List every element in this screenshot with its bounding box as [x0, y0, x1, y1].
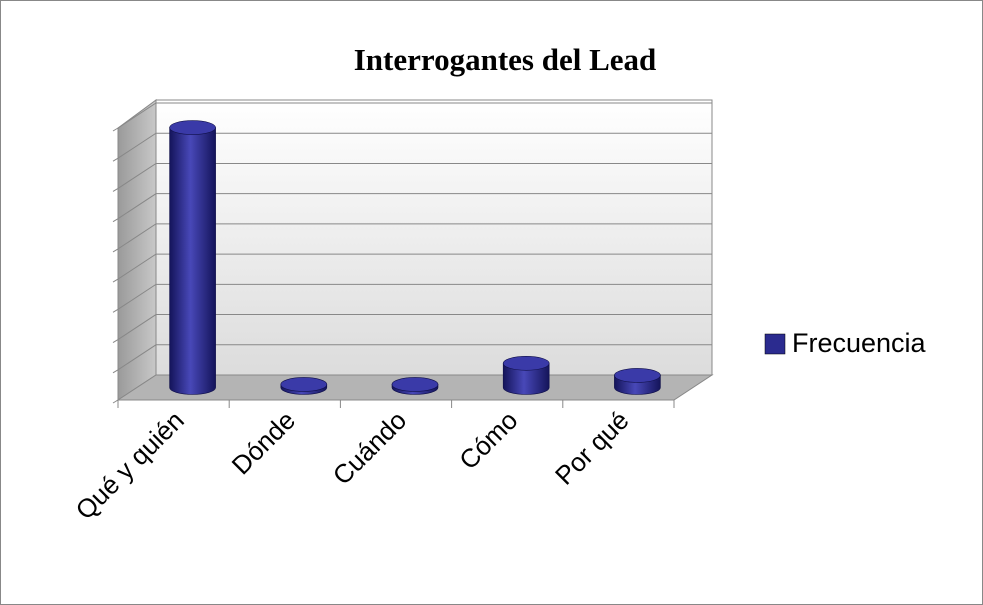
grid-line	[117, 193, 712, 220]
legend-label: Frecuencia	[792, 328, 927, 358]
bar-top	[614, 368, 661, 383]
back-wall	[155, 99, 713, 376]
y-tick	[112, 248, 119, 253]
y-tick	[112, 308, 119, 313]
bar	[169, 127, 216, 395]
bar-top	[280, 377, 328, 392]
grid-line	[117, 283, 712, 310]
grid-line	[117, 132, 712, 159]
grid-line	[117, 344, 712, 371]
y-tick	[112, 278, 119, 283]
legend-swatch	[764, 333, 786, 355]
grid-line	[117, 223, 712, 250]
y-tick	[112, 399, 119, 404]
grid-line	[117, 162, 712, 189]
grid-line	[117, 314, 712, 340]
y-tick	[112, 157, 119, 162]
y-tick	[112, 339, 119, 343]
y-tick	[112, 218, 119, 223]
bar	[502, 363, 550, 395]
side-wall	[117, 99, 157, 401]
grid-line	[117, 253, 712, 280]
chart-title: Interrogantes del Lead	[354, 42, 657, 77]
y-tick	[112, 127, 119, 132]
bar-top	[169, 120, 216, 135]
bar-top	[391, 377, 439, 392]
y-tick	[112, 188, 119, 192]
y-tick	[112, 369, 119, 374]
grid-line	[117, 102, 712, 129]
bar-top	[502, 356, 550, 371]
